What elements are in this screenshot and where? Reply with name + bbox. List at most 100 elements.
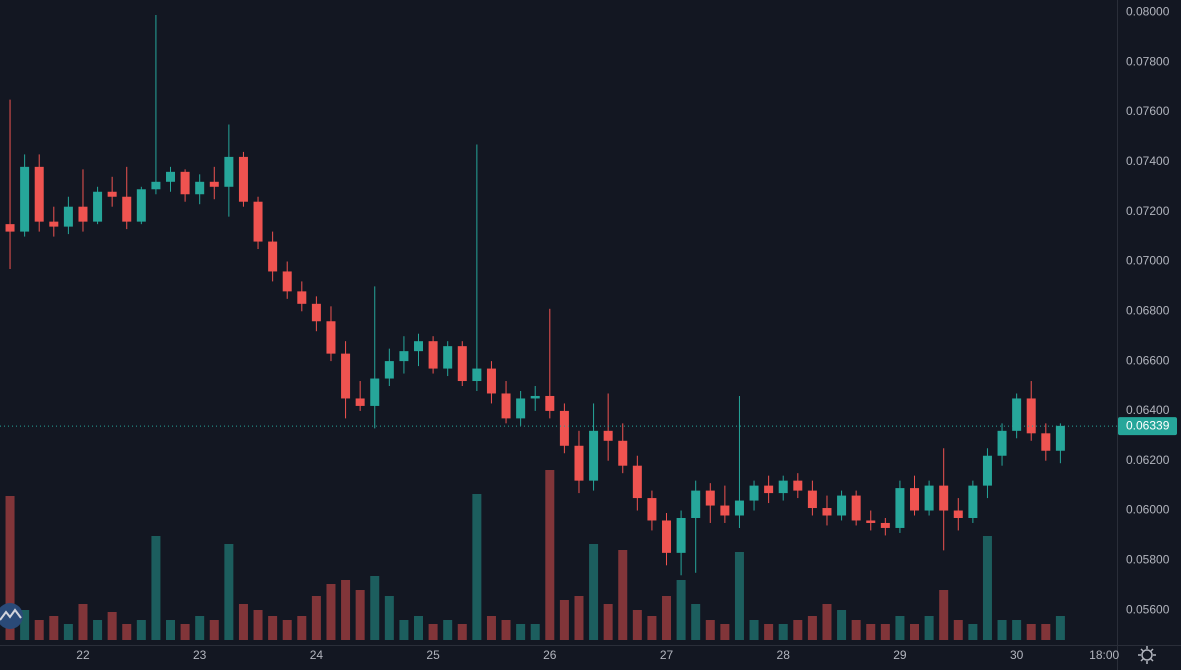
candle-body [559,410,569,446]
volume-bar [559,600,569,640]
candle-body [1012,398,1022,431]
volume-bar [297,616,307,640]
logo [0,603,23,629]
volume-bar [195,616,205,640]
candle-body [20,166,30,232]
volume-bar [618,550,628,640]
candle-body [516,398,526,419]
volume-bar [516,624,526,640]
candle-body [122,196,132,222]
candle-body [764,485,774,494]
y-tick-label: 0.07600 [1126,104,1170,118]
candle-body [501,393,511,419]
candle-body [195,181,205,195]
candle-body [326,321,336,354]
volume-bar [166,620,176,640]
label-layer: 0.05600 0.05800 0.06000 0.06200 0.06400 0.066… [0,5,1177,662]
x-tick-label: 28 [777,648,791,662]
x-tick-label: 25 [426,648,440,662]
candle-body [778,480,788,494]
candle-body [734,500,744,516]
volume-bar [414,616,424,640]
volume-bar [1012,620,1022,640]
settings-icon[interactable] [1138,646,1156,664]
candle-body [49,221,59,227]
x-tick-label: 22 [76,648,90,662]
last-price-label: 0.06339 [1126,418,1170,432]
volume-bar [122,624,132,640]
volume-bar [253,610,263,640]
volume-bar [443,620,453,640]
volume-bar [472,494,482,640]
candle-body [574,445,584,481]
volume-bar [107,612,117,640]
volume-bar [545,470,555,640]
y-tick-label: 0.06800 [1126,303,1170,317]
volume-bar [968,624,978,640]
volume-bar [793,620,803,640]
candle-body [224,156,234,187]
volume-bar [589,544,599,640]
candle-body [297,291,307,304]
volume-layer [5,470,1065,640]
candle-body [997,430,1007,456]
volume-bar [807,616,817,640]
y-tick-label: 0.06000 [1126,503,1170,517]
volume-bar [151,536,161,640]
candle-body [807,490,817,509]
candle-body [151,181,161,190]
volume-bar [370,576,380,640]
candle-body [618,440,628,466]
last-price-tag [1118,417,1177,436]
volume-bar [910,624,920,640]
candle-body [34,166,44,222]
candle-body [924,485,934,511]
y-tick-label: 0.05600 [1126,602,1170,616]
volume-bar [341,580,351,640]
candle-body [953,510,963,518]
volume-bar [1041,624,1051,640]
candle-body [355,398,365,406]
volume-bar [982,536,992,640]
x-tick-label: 18:00 [1089,648,1119,662]
volume-bar [311,596,321,640]
candle-body [180,171,190,195]
candle-body [705,490,715,506]
volume-bar [822,604,832,640]
volume-bar [486,616,496,640]
candle-body [880,522,890,528]
volume-bar [49,616,59,640]
volume-bar [5,496,15,640]
volume-bar [880,624,890,640]
candle-body [457,346,467,382]
volume-bar [866,624,876,640]
candle-body [253,201,263,242]
x-tick-label: 30 [1010,648,1024,662]
y-tick-label: 0.06200 [1126,453,1170,467]
candle-body [1026,398,1036,434]
x-tick-label: 27 [660,648,674,662]
candle-body [793,480,803,491]
volume-bar [632,610,642,640]
volume-bar [734,552,744,640]
volume-bar [136,620,146,640]
volume-bar [1055,616,1065,640]
candle-body [384,361,394,379]
candle-body [282,271,292,292]
candle-body [822,508,832,516]
volume-bar [355,590,365,640]
volume-bar [209,620,219,640]
candle-body [676,517,686,553]
candle-body [78,206,88,222]
y-tick-label: 0.07400 [1126,154,1170,168]
candle-body [486,368,496,394]
volume-bar [749,620,759,640]
candle-body [720,505,730,516]
volume-bar [603,604,613,640]
volume-bar [20,610,30,640]
volume-bar [224,544,234,640]
volume-bar [574,596,584,640]
candle-layer [5,14,1065,576]
volume-bar [399,620,409,640]
